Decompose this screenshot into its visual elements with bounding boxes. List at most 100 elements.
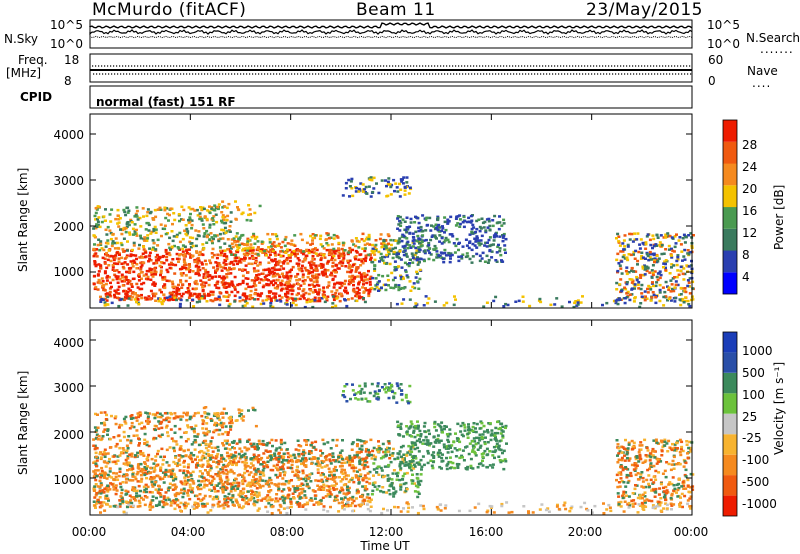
velocity-panel-cell [290, 458, 294, 462]
velocity-panel-cell [319, 488, 323, 491]
power-panel-cell [230, 242, 234, 245]
power-panel-cell [120, 273, 124, 276]
power-panel-cell [240, 258, 244, 261]
power-panel-cell [165, 296, 169, 299]
velocity-panel-cell [92, 489, 96, 492]
power-panel-cell [369, 275, 373, 279]
velocity-panel-cell [209, 440, 213, 443]
power-panel-cell [310, 250, 314, 254]
power-panel-cell [555, 297, 559, 300]
power-panel-cell [681, 237, 685, 240]
power-panel-cell [224, 231, 228, 235]
velocity-panel-cell [323, 465, 327, 468]
power-panel-cell [475, 227, 479, 231]
velocity-panel-cell [360, 444, 364, 448]
velocity-panel-cell [159, 422, 163, 425]
power-panel-cell [639, 302, 643, 305]
power-panel-cell [335, 297, 339, 300]
velocity-panel-cell [266, 450, 270, 453]
velocity-panel-cell [189, 454, 193, 457]
power-panel-cell [647, 284, 651, 288]
power-panel-cell [411, 256, 415, 260]
power-panel-cell [325, 299, 329, 302]
velocity-panel-cell [139, 450, 143, 453]
power-panel-cell [465, 252, 469, 255]
velocity-panel-cell [145, 476, 148, 480]
power-panel-cell [669, 290, 673, 293]
power-panel-cell [97, 263, 101, 266]
velocity-panel-cell [147, 412, 151, 415]
velocity-panel-cell [168, 482, 172, 485]
power-panel-cell [300, 294, 304, 297]
power-panel-cell [676, 254, 680, 257]
velocity-panel-cell [367, 477, 371, 481]
velocity-panel-cell [221, 491, 225, 494]
power-panel-cell [163, 277, 167, 281]
velocity-panel-cell [340, 455, 343, 459]
power-panel-cell [403, 244, 407, 248]
velocity-panel-cell [329, 505, 332, 509]
power-panel-cell [234, 200, 237, 203]
velocity-panel-cell [128, 494, 132, 497]
power-panel-cell [277, 259, 281, 263]
power-panel-cell [430, 235, 434, 238]
velocity-panel-cell [237, 493, 241, 496]
velocity-panel-cell [304, 479, 308, 483]
velocity-panel-cell [341, 498, 345, 501]
velocity-panel-cell [125, 444, 129, 447]
velocity-panel-cell [112, 488, 116, 491]
velocity-panel-cell [309, 480, 313, 483]
velocity-panel-cell [142, 454, 146, 457]
power-panel-cell [304, 254, 308, 257]
velocity-panel-cell [144, 468, 147, 472]
power-panel-cell [94, 218, 98, 221]
power-panel-cell [341, 259, 345, 262]
power-panel-cell [310, 248, 314, 251]
power-panel-cell [354, 270, 358, 273]
velocity-panel-cell [134, 416, 138, 419]
power-panel-cell [661, 286, 665, 289]
power-panel-cell [365, 281, 369, 285]
velocity-panel-cell [235, 481, 239, 484]
velocity-panel-cell [225, 464, 229, 468]
velocity-panel-cell [355, 455, 359, 458]
velocity-panel-cell [171, 468, 175, 471]
power-panel-cell [197, 259, 201, 263]
power-panel-cell [258, 261, 262, 264]
power-panel-cell [652, 237, 656, 241]
power-panel-cell [256, 246, 260, 249]
power-panel-cell [273, 286, 277, 290]
velocity-panel-cell [168, 446, 172, 449]
velocity-panel-cell [301, 469, 305, 472]
velocity-panel-cell [122, 462, 126, 465]
power-panel-cell [662, 262, 666, 265]
power-panel-cell [263, 268, 267, 272]
velocity-panel-cell [251, 479, 255, 483]
velocity-panel-cell [199, 458, 203, 462]
power-panel-cell [228, 250, 232, 253]
velocity-panel-cell [103, 428, 107, 431]
power-panel-cell [284, 251, 288, 254]
velocity-panel-cell [387, 442, 391, 445]
velocity-panel-cell [334, 476, 338, 479]
velocity-panel-cell [350, 498, 354, 501]
power-panel-cell [444, 228, 448, 232]
velocity-panel-cell [243, 464, 247, 467]
power-panel-cell [139, 237, 143, 240]
power-panel-cell [122, 250, 126, 253]
velocity-panel-cell [194, 440, 198, 444]
velocity-panel-cell [179, 418, 183, 421]
power-panel-cell [394, 239, 398, 242]
power-panel-cell [630, 267, 634, 270]
power-panel-cell [203, 294, 207, 298]
power-panel-cell [326, 286, 329, 289]
power-panel-cell [434, 223, 438, 226]
velocity-panel-cell [152, 462, 156, 465]
velocity-panel-cell [198, 451, 201, 454]
power-panel-cell [644, 295, 647, 298]
power-panel-cell [229, 211, 233, 214]
velocity-panel-cell [281, 465, 285, 468]
power-panel-cell [123, 257, 127, 260]
power-panel-cell [364, 185, 368, 189]
power-panel-cell [219, 251, 223, 255]
